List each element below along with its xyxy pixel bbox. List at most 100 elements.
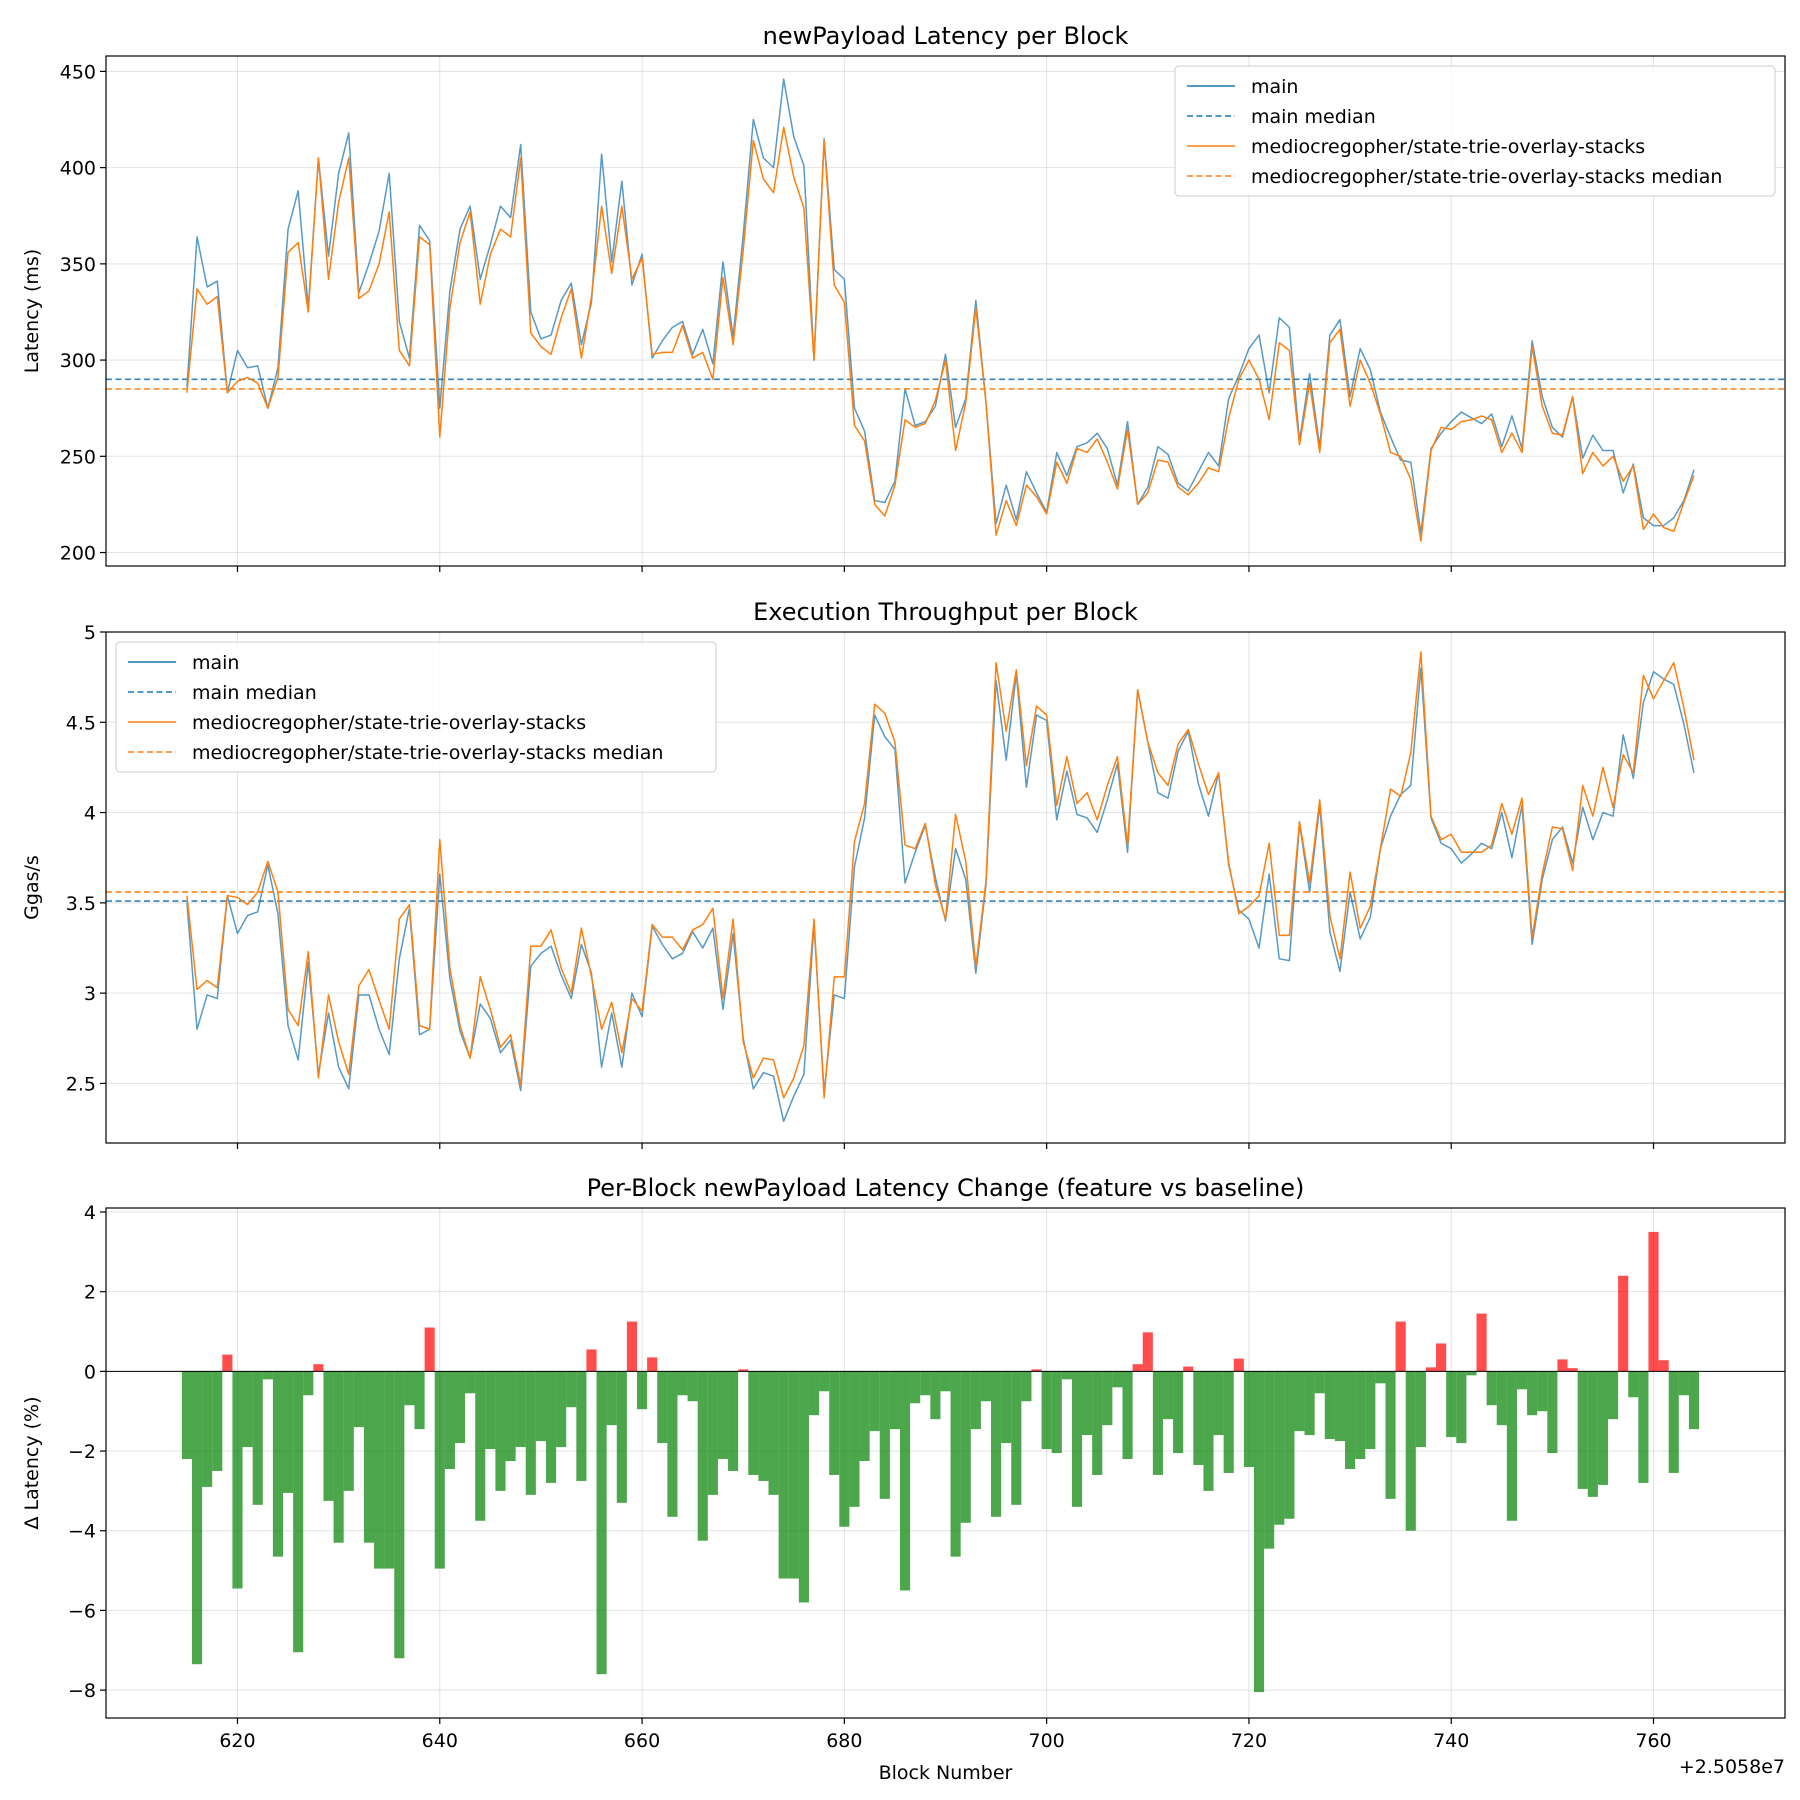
bar: [1668, 1371, 1679, 1473]
bar: [839, 1371, 850, 1527]
bar: [960, 1371, 971, 1523]
series-mediocregopher-state-trie-overlay-stacks-line: [186, 126, 1695, 542]
bar: [313, 1364, 324, 1372]
bar: [899, 1371, 911, 1591]
y-tick-label: −8: [68, 1680, 96, 1702]
legend: main main median mediocregopher/state-trie…: [115, 641, 717, 773]
bar: [384, 1371, 395, 1569]
y-tick-label: −2: [68, 1441, 96, 1463]
bar: [1607, 1371, 1619, 1420]
bar: [191, 1371, 203, 1665]
bar: [1304, 1371, 1315, 1436]
bar: [606, 1371, 617, 1426]
y-tick-label: 350: [60, 254, 96, 276]
bar: [889, 1371, 900, 1430]
bar: [657, 1371, 668, 1444]
bar: [181, 1371, 192, 1460]
bar: [808, 1371, 820, 1416]
bar: [738, 1369, 749, 1372]
bar: [434, 1371, 445, 1569]
bar: [1011, 1371, 1022, 1505]
bar: [1112, 1371, 1123, 1388]
legend-entry: mediocregopher/state-trie-overlay-stacks: [192, 712, 586, 734]
y-tick-label: 4.5: [66, 712, 96, 734]
legend-entry: main: [192, 652, 239, 674]
bar: [950, 1371, 961, 1557]
bar: [1233, 1358, 1244, 1372]
bar: [1577, 1371, 1588, 1489]
bar: [930, 1371, 941, 1420]
bar: [1496, 1371, 1507, 1426]
bar: [687, 1371, 698, 1402]
bar: [1506, 1371, 1517, 1521]
chart-panel-2: 2.5 3 3.5 4 4.5 5 Execution Throughput per Blo…: [21, 598, 1786, 1149]
bar: [1122, 1371, 1133, 1460]
bar: [717, 1371, 729, 1460]
bar: [353, 1371, 364, 1428]
bar: [1486, 1371, 1497, 1406]
bar: [1678, 1371, 1689, 1396]
bar: [1567, 1368, 1578, 1372]
bar: [202, 1371, 213, 1487]
legend-entry: main median: [192, 682, 317, 704]
y-tick-label: 0: [84, 1361, 96, 1383]
bar: [1264, 1371, 1275, 1549]
x-tick-label: 760: [1635, 1730, 1671, 1752]
bar: [1203, 1371, 1214, 1491]
y-tick-label: 3: [84, 983, 96, 1005]
bar: [485, 1371, 496, 1450]
bar: [242, 1371, 253, 1448]
bar: [1294, 1371, 1305, 1432]
bar: [495, 1371, 506, 1491]
y-tick-label: 4: [84, 1202, 96, 1224]
bar: [1253, 1371, 1265, 1693]
bar: [1587, 1371, 1598, 1497]
bar: [262, 1371, 273, 1380]
bar: [556, 1371, 567, 1448]
bar: [1102, 1371, 1113, 1426]
bar: [1071, 1371, 1083, 1507]
bar: [1031, 1369, 1042, 1372]
bar: [252, 1371, 263, 1505]
bar: [1365, 1371, 1376, 1450]
bar: [1061, 1371, 1072, 1380]
bar: [920, 1371, 931, 1396]
legend-entry: mediocregopher/state-trie-overlay-stacks…: [1251, 166, 1722, 188]
bar: [525, 1371, 536, 1495]
bar: [1688, 1371, 1700, 1430]
bar: [404, 1371, 415, 1406]
x-offset-label: +2.5058e7: [1679, 1756, 1785, 1778]
bar: [1334, 1371, 1346, 1442]
bar: [596, 1371, 607, 1675]
bar: [212, 1371, 223, 1471]
bar: [1142, 1332, 1153, 1372]
bar: [1152, 1371, 1163, 1475]
y-tick-label: 2: [84, 1282, 96, 1304]
bar: [1425, 1367, 1437, 1372]
bar: [788, 1371, 799, 1579]
bar: [505, 1371, 516, 1462]
bar: [303, 1371, 314, 1396]
bar: [323, 1371, 334, 1501]
y-axis-label: Ggas/s: [21, 855, 43, 920]
bar: [1395, 1321, 1406, 1372]
bar: [343, 1371, 354, 1491]
legend-entry: main median: [1251, 106, 1376, 128]
bar: [1446, 1371, 1457, 1438]
series-main-line: [186, 667, 1695, 1123]
bar: [910, 1371, 921, 1404]
bar: [859, 1371, 870, 1462]
bar: [232, 1371, 243, 1589]
bar: [475, 1371, 486, 1521]
y-tick-label: 450: [60, 61, 96, 83]
bar: [768, 1371, 779, 1495]
bar: [707, 1371, 718, 1495]
chart-title: Per-Block newPayload Latency Change (fea…: [587, 1174, 1305, 1202]
bar: [1274, 1371, 1285, 1525]
bar: [454, 1371, 466, 1444]
y-tick-label: 4: [84, 803, 96, 825]
bar: [778, 1371, 789, 1579]
bar: [1092, 1371, 1103, 1475]
bar: [1466, 1371, 1477, 1376]
